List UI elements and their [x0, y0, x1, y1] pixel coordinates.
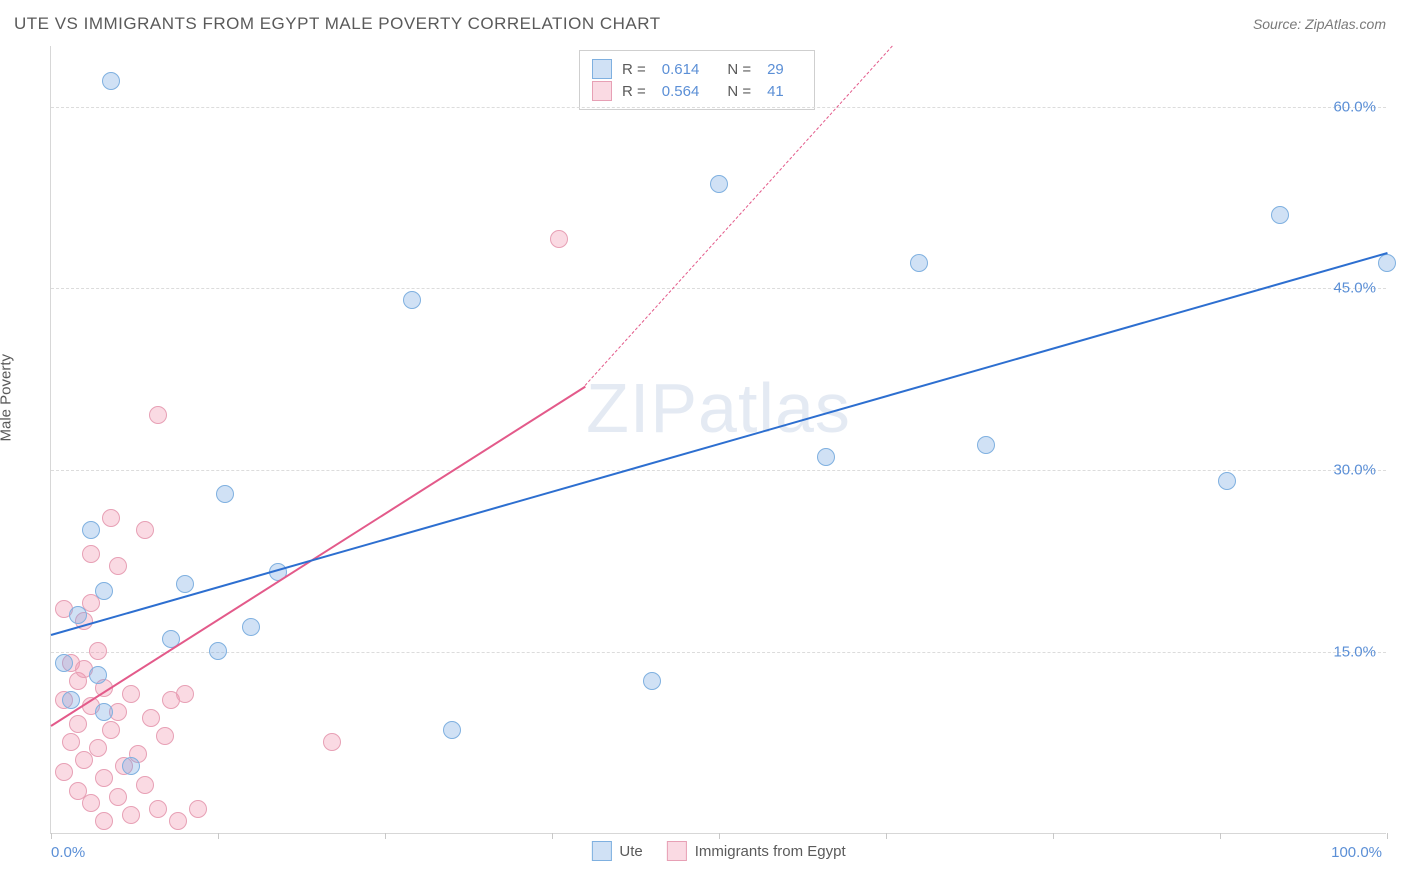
plot-area: ZIPatlas R = 0.614 N = 29 R = 0.564 N = …: [50, 46, 1386, 834]
data-point-egypt: [122, 806, 140, 824]
data-point-ute: [122, 757, 140, 775]
y-tick-label: 15.0%: [1333, 644, 1376, 661]
data-point-ute: [643, 672, 661, 690]
gridline: [51, 470, 1386, 471]
x-tick-mark: [385, 833, 386, 839]
data-point-egypt: [149, 406, 167, 424]
chart-title: UTE VS IMMIGRANTS FROM EGYPT MALE POVERT…: [14, 14, 661, 34]
data-point-egypt: [75, 751, 93, 769]
data-point-ute: [1218, 472, 1236, 490]
data-point-ute: [403, 291, 421, 309]
data-point-egypt: [102, 721, 120, 739]
source-label: Source: ZipAtlas.com: [1253, 16, 1386, 32]
y-tick-label: 60.0%: [1333, 98, 1376, 115]
x-tick-min: 0.0%: [51, 844, 85, 861]
data-point-ute: [69, 606, 87, 624]
data-point-ute: [1271, 206, 1289, 224]
stats-row-ute: R = 0.614 N = 29: [592, 59, 802, 79]
data-point-ute: [209, 642, 227, 660]
data-point-egypt: [323, 733, 341, 751]
x-tick-mark: [51, 833, 52, 839]
data-point-ute: [55, 654, 73, 672]
data-point-ute: [1378, 254, 1396, 272]
stats-row-egypt: R = 0.564 N = 41: [592, 81, 802, 101]
y-tick-label: 45.0%: [1333, 280, 1376, 297]
data-point-ute: [82, 521, 100, 539]
data-point-egypt: [82, 794, 100, 812]
x-tick-mark: [719, 833, 720, 839]
data-point-egypt: [189, 800, 207, 818]
stats-legend: R = 0.614 N = 29 R = 0.564 N = 41: [579, 50, 815, 110]
x-tick-mark: [218, 833, 219, 839]
data-point-egypt: [102, 509, 120, 527]
legend-item-egypt: Immigrants from Egypt: [667, 841, 846, 861]
series-legend: Ute Immigrants from Egypt: [591, 841, 845, 861]
data-point-egypt: [122, 685, 140, 703]
data-point-ute: [95, 703, 113, 721]
trend-line: [50, 386, 585, 727]
trend-line: [51, 252, 1388, 636]
data-point-egypt: [69, 715, 87, 733]
gridline: [51, 652, 1386, 653]
data-point-egypt: [55, 763, 73, 781]
gridline: [51, 107, 1386, 108]
watermark: ZIPatlas: [586, 368, 851, 448]
data-point-egypt: [95, 769, 113, 787]
data-point-egypt: [550, 230, 568, 248]
data-point-ute: [443, 721, 461, 739]
y-axis-label: Male Poverty: [0, 354, 15, 442]
data-point-egypt: [62, 733, 80, 751]
x-tick-mark: [886, 833, 887, 839]
data-point-ute: [62, 691, 80, 709]
data-point-ute: [977, 436, 995, 454]
x-tick-mark: [1387, 833, 1388, 839]
data-point-egypt: [136, 776, 154, 794]
legend-item-ute: Ute: [591, 841, 642, 861]
x-tick-mark: [1220, 833, 1221, 839]
data-point-ute: [242, 618, 260, 636]
x-tick-mark: [552, 833, 553, 839]
data-point-egypt: [142, 709, 160, 727]
data-point-egypt: [109, 557, 127, 575]
data-point-egypt: [95, 812, 113, 830]
data-point-ute: [817, 448, 835, 466]
x-tick-max: 100.0%: [1331, 844, 1382, 861]
data-point-ute: [216, 485, 234, 503]
data-point-ute: [89, 666, 107, 684]
data-point-egypt: [156, 727, 174, 745]
data-point-ute: [176, 575, 194, 593]
data-point-egypt: [109, 788, 127, 806]
data-point-egypt: [136, 521, 154, 539]
data-point-egypt: [169, 812, 187, 830]
y-tick-label: 30.0%: [1333, 462, 1376, 479]
ute-swatch-icon: [592, 59, 612, 79]
egypt-swatch-icon: [592, 81, 612, 101]
data-point-egypt: [82, 545, 100, 563]
data-point-egypt: [89, 642, 107, 660]
data-point-ute: [710, 175, 728, 193]
egypt-swatch-icon: [667, 841, 687, 861]
data-point-ute: [102, 72, 120, 90]
x-tick-mark: [1053, 833, 1054, 839]
data-point-ute: [910, 254, 928, 272]
ute-swatch-icon: [591, 841, 611, 861]
data-point-egypt: [149, 800, 167, 818]
gridline: [51, 288, 1386, 289]
chart-container: Male Poverty ZIPatlas R = 0.614 N = 29 R…: [14, 46, 1392, 880]
data-point-ute: [95, 582, 113, 600]
data-point-egypt: [176, 685, 194, 703]
